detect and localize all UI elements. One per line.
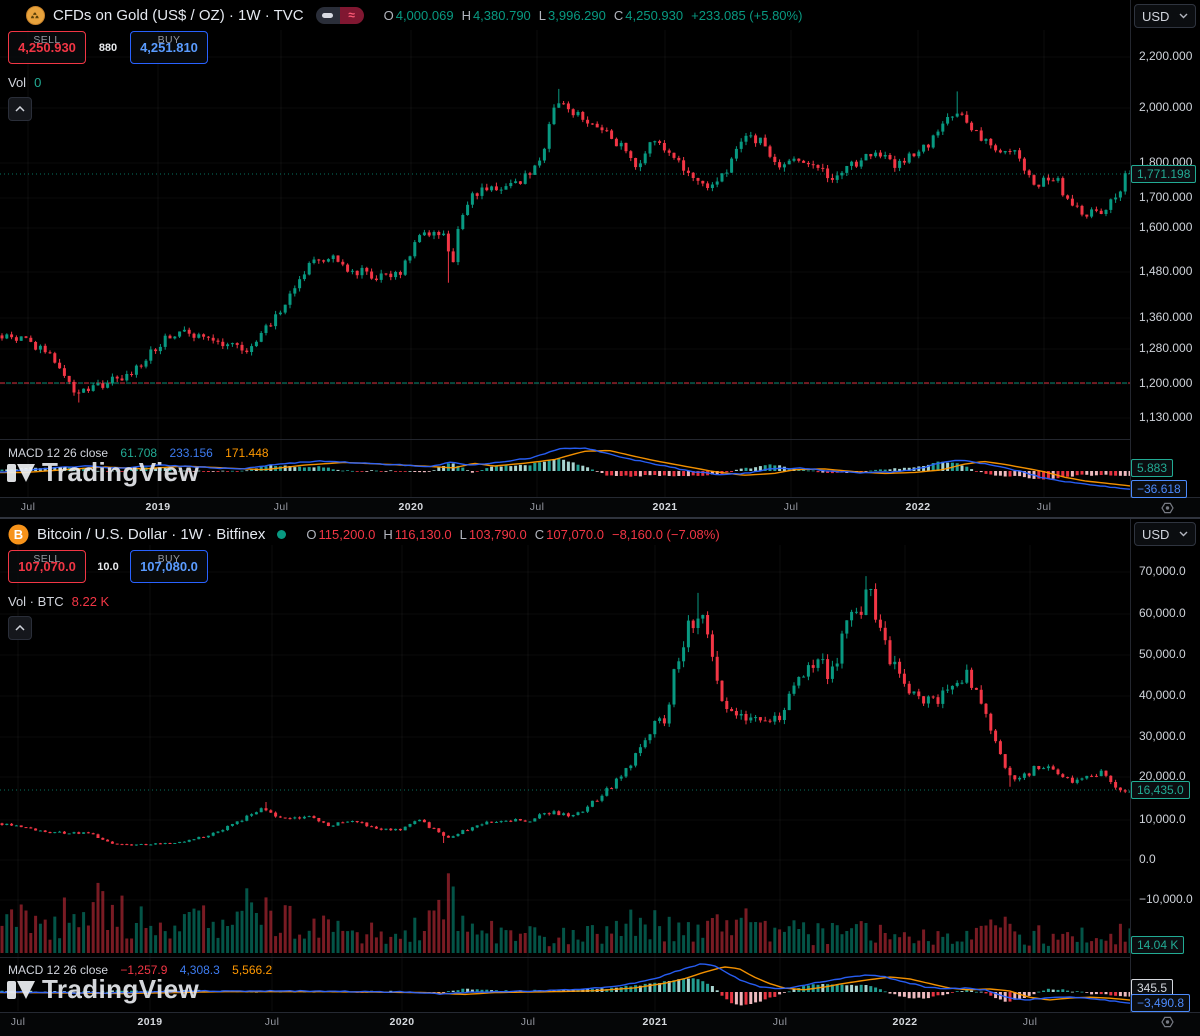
macd-line-value: 4,308.3 (179, 963, 220, 977)
buy-button[interactable]: 107,080.0 BUY (130, 550, 208, 583)
symbol-toggles[interactable]: ≈ (315, 6, 364, 24)
time-axis-label: Jul (772, 1016, 788, 1028)
wave-toggle-icon[interactable]: ≈ (339, 6, 364, 24)
settings-gear-icon[interactable] (1160, 1014, 1176, 1035)
time-axis-label: 2020 (398, 501, 424, 513)
volume-readout: Vol · BTC 8.22 K (8, 594, 110, 609)
price-axis-label: 1,700.000 (1139, 190, 1193, 204)
price-axis-label: 1,280.000 (1139, 341, 1193, 355)
price-axis-label: 1,130.000 (1139, 410, 1193, 424)
time-axis-label: Jul (529, 501, 545, 513)
macd-hist-badge: 5.883 (1131, 459, 1174, 477)
time-axis-label: 2022 (905, 501, 931, 513)
macd-line-badge: −3,490.8 (1131, 994, 1191, 1012)
settings-gear-icon[interactable] (1160, 500, 1176, 521)
price-axis-label: 70,000.0 (1139, 564, 1186, 578)
bitcoin-trade-panel: 107,070.0 SELL 10.0 107,080.0 BUY (8, 550, 208, 583)
time-axis-label: Jul (273, 501, 289, 513)
currency-select[interactable]: USD (1134, 4, 1196, 28)
charts-canvas[interactable] (0, 0, 1130, 1036)
time-axis[interactable]: Jul 2019 Jul 2020 Jul 2021 Jul 2022 Jul (0, 497, 1200, 519)
time-axis-label: Jul (1022, 1016, 1038, 1028)
price-axis-label: 1,200.000 (1139, 376, 1193, 390)
bitcoin-symbol-icon: B (8, 524, 29, 545)
gold-trade-panel: 4,250.930 SELL 880 4,251.810 BUY (8, 31, 208, 64)
price-axis-label: 2,000.000 (1139, 100, 1193, 114)
svg-text:B: B (14, 527, 23, 542)
time-axis-label: 2019 (145, 501, 171, 513)
time-axis-label: Jul (1036, 501, 1052, 513)
spread-value: 10.0 (97, 560, 119, 573)
macd-signal-value: 171.448 (225, 446, 269, 460)
time-axis-label: Jul (264, 1016, 280, 1028)
sell-button[interactable]: 4,250.930 SELL (8, 31, 86, 64)
volume-badge: 14.04 K (1131, 936, 1185, 954)
price-axis-label: 60,000.0 (1139, 606, 1186, 620)
macd-line-value: 233.156 (169, 446, 213, 460)
macd-hist-value: 61.708 (120, 446, 158, 460)
currency-select[interactable]: USD (1134, 522, 1196, 546)
ohlc-readout: O 115,200.0 H 116,130.0 L 103,790.0 C 107,07… (306, 526, 720, 542)
time-axis[interactable]: Jul 2019 Jul 2020 Jul 2021 Jul 2022 Jul (0, 1012, 1200, 1036)
macd-legend[interactable]: MACD 12 26 close 61.708 233.156 171.448 (8, 446, 269, 460)
gold-legend: CFDs on Gold (US$ / OZ) · 1W · TVC ≈ O 4,… (26, 5, 802, 25)
price-axis-label: 30,000.0 (1139, 729, 1186, 743)
price-axis-label: 1,600.000 (1139, 220, 1193, 234)
bitcoin-legend: B Bitcoin / U.S. Dollar · 1W · Bitfinex … (8, 524, 720, 544)
macd-legend[interactable]: MACD 12 26 close −1,257.9 4,308.3 5,566.… (8, 963, 273, 977)
market-open-dot (277, 529, 287, 539)
last-price-badge: 1,771.198 (1131, 165, 1197, 183)
symbol-title[interactable]: CFDs on Gold (US$ / OZ) · 1W · TVC (53, 6, 304, 24)
minimize-toggle-icon[interactable] (315, 6, 340, 24)
time-axis-label: 2019 (137, 1016, 163, 1028)
price-axis-label: 1,480.000 (1139, 264, 1193, 278)
chevron-down-icon (1179, 531, 1188, 537)
panel-divider[interactable] (0, 517, 1200, 519)
price-axis-label: −10,000.0 (1139, 892, 1193, 906)
price-axis-label: 20,000.0 (1139, 769, 1186, 783)
gold-symbol-icon (26, 5, 45, 25)
price-axis-label: 0.0 (1139, 852, 1156, 866)
time-axis-label: 2020 (389, 1016, 415, 1028)
collapse-panel-button[interactable] (8, 97, 32, 121)
price-axis-label: 1,360.000 (1139, 310, 1193, 324)
collapse-panel-button[interactable] (8, 616, 32, 640)
spread-value: 880 (98, 41, 118, 54)
time-axis-label: Jul (20, 501, 36, 513)
chevron-down-icon (1179, 13, 1188, 19)
sell-button[interactable]: 107,070.0 SELL (8, 550, 86, 583)
price-axis-label: 40,000.0 (1139, 688, 1186, 702)
price-axis-label: 50,000.0 (1139, 647, 1186, 661)
price-axis-label: 2,200.000 (1139, 49, 1193, 63)
macd-signal-value: 5,566.2 (232, 963, 273, 977)
time-axis-label: 2021 (642, 1016, 668, 1028)
time-axis-label: 2021 (652, 501, 678, 513)
time-axis-label: Jul (10, 1016, 26, 1028)
macd-line-badge: −36.618 (1131, 480, 1187, 498)
volume-readout: Vol 0 (8, 75, 42, 90)
ohlc-readout: O 4,000.069 H 4,380.790 L 3,996.290 C 4,250.… (383, 7, 803, 23)
time-axis-label: Jul (783, 501, 799, 513)
time-axis-label: Jul (520, 1016, 536, 1028)
change-readout: −8,160.0 (−7.08%) (611, 526, 720, 542)
buy-button[interactable]: 4,251.810 BUY (130, 31, 208, 64)
change-readout: +233.085 (+5.80%) (691, 7, 803, 23)
time-axis-label: 2022 (892, 1016, 918, 1028)
price-axis-label: 10,000.0 (1139, 812, 1186, 826)
symbol-title[interactable]: Bitcoin / U.S. Dollar · 1W · Bitfinex (37, 525, 266, 543)
macd-hist-value: −1,257.9 (120, 963, 168, 977)
last-price-badge: 16,435.0 (1131, 781, 1190, 799)
